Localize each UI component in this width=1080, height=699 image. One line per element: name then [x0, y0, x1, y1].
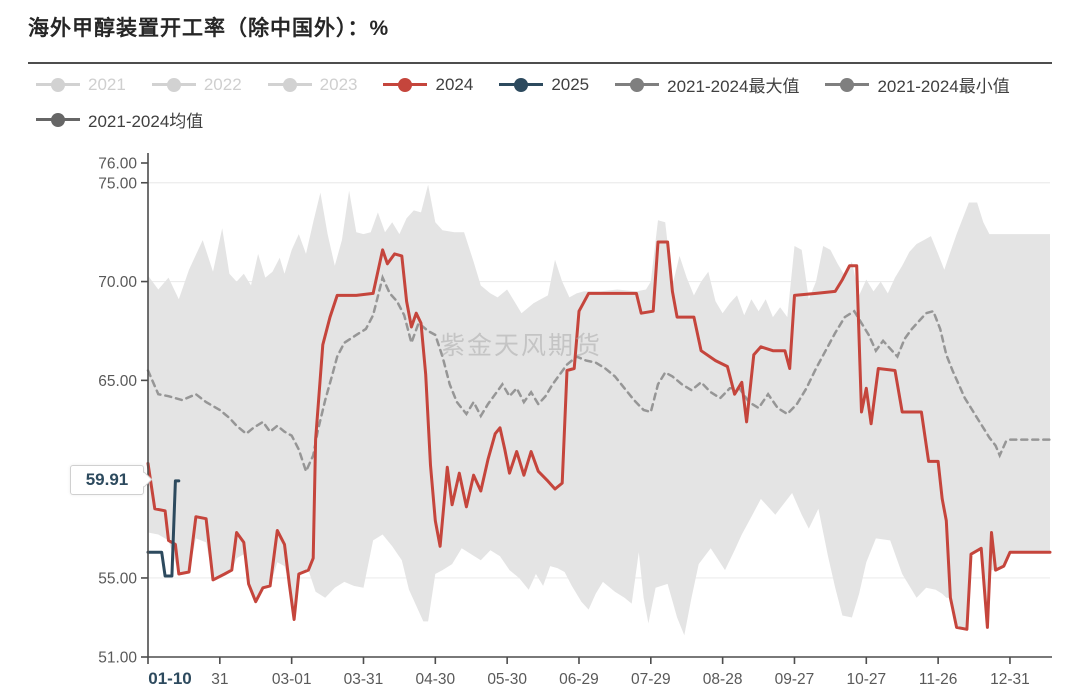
- svg-text:01-10: 01-10: [148, 669, 191, 688]
- latest-value-label: 59.91: [85, 469, 129, 489]
- svg-text:51.00: 51.00: [98, 650, 137, 667]
- svg-text:03-31: 03-31: [344, 671, 384, 688]
- legend-item-2021-2024-max[interactable]: 2021-2024最大值: [615, 72, 799, 97]
- svg-text:06-29: 06-29: [559, 671, 599, 688]
- legend-label: 2021: [88, 74, 126, 94]
- svg-text:12-31: 12-31: [990, 671, 1030, 688]
- svg-text:08-28: 08-28: [703, 671, 743, 688]
- line-dot-marker-icon: [36, 77, 80, 92]
- title-divider: [28, 62, 1052, 64]
- line-dot-marker-icon: [383, 77, 428, 92]
- legend-item-2022[interactable]: 2022: [151, 74, 242, 95]
- svg-text:31: 31: [211, 671, 228, 688]
- legend-item-2021[interactable]: 2021: [36, 75, 126, 95]
- legend-item-2021-2024-mean[interactable]: 2021-2024均值: [36, 107, 203, 132]
- svg-text:70.00: 70.00: [98, 274, 137, 291]
- legend-label: 2021-2024最大值: [667, 77, 800, 96]
- line-dot-marker-icon: [36, 112, 80, 127]
- line-dot-marker-icon: [615, 77, 660, 92]
- chart-legend: 2021 2022 2023 2024 2025 2021-2024最大值 20…: [36, 72, 1046, 132]
- line-dot-marker-icon: [499, 77, 544, 92]
- svg-text:04-30: 04-30: [415, 671, 455, 688]
- svg-text:03-01: 03-01: [272, 671, 312, 688]
- legend-label: 2021-2024均值: [88, 112, 204, 131]
- line-dot-marker-icon: [825, 77, 870, 92]
- legend-item-2023[interactable]: 2023: [267, 74, 358, 95]
- legend-label: 2024: [435, 74, 474, 94]
- svg-text:05-30: 05-30: [487, 671, 527, 688]
- legend-item-2021-2024-min[interactable]: 2021-2024最小值: [825, 72, 1010, 97]
- svg-text:55.00: 55.00: [98, 570, 137, 587]
- line-dot-marker-icon: [267, 77, 312, 92]
- latest-value-callout: 59.91: [70, 464, 144, 495]
- legend-label: 2025: [551, 74, 590, 94]
- svg-text:11-26: 11-26: [919, 671, 958, 688]
- legend-item-2025[interactable]: 2025: [499, 75, 589, 95]
- chart-title: 海外甲醇装置开工率（除中国外）：%: [28, 17, 390, 40]
- svg-text:65.00: 65.00: [98, 373, 137, 390]
- legend-label: 2021-2024最小值: [877, 77, 1010, 96]
- svg-text:09-27: 09-27: [775, 671, 815, 688]
- svg-text:07-29: 07-29: [631, 671, 671, 688]
- legend-label: 2022: [203, 74, 242, 94]
- legend-item-2024[interactable]: 2024: [383, 75, 473, 95]
- svg-text:75.00: 75.00: [98, 175, 137, 192]
- svg-text:76.00: 76.00: [98, 156, 137, 173]
- line-dot-marker-icon: [151, 77, 196, 92]
- legend-label: 2023: [319, 74, 358, 94]
- svg-text:10-27: 10-27: [846, 671, 886, 688]
